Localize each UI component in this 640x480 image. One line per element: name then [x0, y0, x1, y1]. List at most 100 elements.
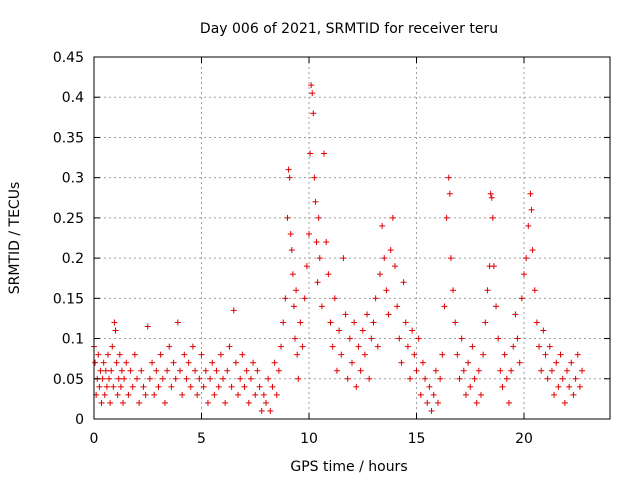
data-point [445, 174, 452, 181]
data-point [331, 295, 338, 302]
data-point [564, 367, 570, 374]
data-point [95, 351, 102, 358]
data-point [166, 343, 173, 350]
data-point [376, 271, 383, 278]
data-point [168, 383, 175, 390]
data-point [321, 150, 328, 157]
data-point [153, 367, 160, 374]
data-point [222, 399, 229, 406]
data-point [417, 391, 424, 398]
data-point [460, 367, 467, 374]
data-point [92, 359, 99, 366]
data-point [101, 391, 108, 398]
data-point [396, 335, 403, 342]
data-point [544, 375, 551, 382]
data-points [91, 82, 586, 414]
data-point [114, 391, 121, 398]
data-point [254, 367, 261, 374]
y-tick-label: 0.05 [53, 372, 84, 388]
data-point [353, 383, 360, 390]
data-point [432, 367, 439, 374]
data-point [185, 359, 192, 366]
y-tick-label: 0.15 [53, 291, 84, 307]
data-point [311, 174, 318, 181]
data-point [366, 375, 373, 382]
data-point [364, 311, 371, 318]
data-point [288, 247, 295, 254]
y-tick-label: 0.4 [62, 90, 84, 106]
data-point [551, 391, 558, 398]
data-point [260, 391, 267, 398]
data-point [359, 327, 366, 334]
data-point [499, 383, 506, 390]
data-point [297, 319, 304, 326]
data-point [482, 319, 489, 326]
data-point [103, 383, 110, 390]
data-point [349, 359, 355, 366]
data-point [525, 222, 532, 229]
data-point [409, 327, 416, 334]
data-point [299, 343, 306, 350]
data-point [428, 407, 435, 414]
data-point [407, 375, 414, 382]
data-point [217, 351, 224, 358]
data-point [183, 375, 190, 382]
data-point [149, 359, 156, 366]
data-point [314, 279, 321, 286]
data-point [200, 383, 207, 390]
data-point [192, 367, 199, 374]
data-point [400, 279, 407, 286]
data-point [113, 359, 120, 366]
data-point [402, 319, 409, 326]
data-point [292, 335, 299, 342]
data-point [548, 367, 555, 374]
data-point [323, 239, 330, 246]
data-point [295, 375, 302, 382]
data-point [282, 295, 289, 302]
data-point [294, 351, 301, 358]
data-point [237, 375, 244, 382]
data-point [439, 351, 446, 358]
data-point [127, 367, 134, 374]
data-point [215, 383, 222, 390]
y-tick-label: 0.45 [53, 50, 84, 66]
data-point [280, 319, 287, 326]
data-point [112, 327, 119, 334]
data-point [447, 255, 454, 262]
axis-ticks: 0 0.05 0.1 0.15 0.2 0.25 0.3 0.35 0.4 0.45 0 5 10 15 2… [53, 50, 610, 447]
data-point [361, 351, 368, 358]
data-point [111, 319, 118, 326]
data-point [108, 367, 115, 374]
data-point [355, 343, 362, 350]
data-point [413, 367, 420, 374]
data-point [533, 319, 540, 326]
data-point [134, 375, 140, 382]
data-point [198, 351, 205, 358]
data-point [338, 351, 345, 358]
data-point [100, 359, 107, 366]
data-point [516, 359, 523, 366]
data-point [570, 391, 577, 398]
data-point [286, 174, 293, 181]
data-point [383, 287, 390, 294]
data-point [392, 263, 398, 270]
data-point [568, 359, 575, 366]
data-point [426, 383, 433, 390]
data-point [540, 327, 547, 334]
x-tick-label: 15 [408, 431, 426, 447]
data-point [435, 399, 441, 406]
data-point [572, 375, 579, 382]
x-tick-label: 5 [197, 431, 206, 447]
data-point [235, 391, 242, 398]
data-point [308, 82, 315, 89]
data-point [239, 351, 246, 358]
data-point [487, 190, 494, 197]
data-point [273, 391, 280, 398]
data-point [478, 391, 484, 398]
data-point [159, 375, 166, 382]
data-point [211, 391, 218, 398]
data-point [456, 375, 463, 382]
data-point [446, 190, 453, 197]
data-point [146, 375, 153, 382]
data-point [204, 399, 211, 406]
